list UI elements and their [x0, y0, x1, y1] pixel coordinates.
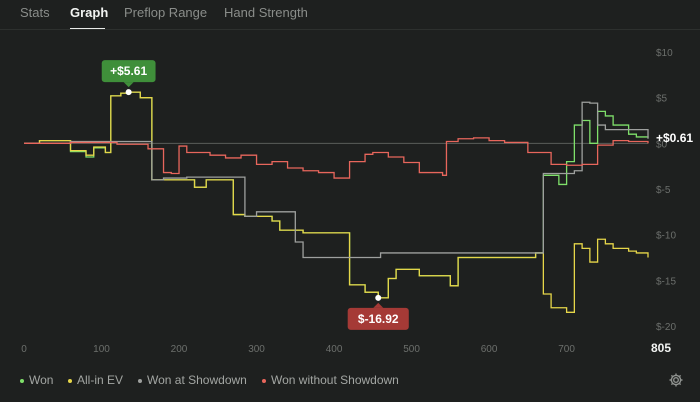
- x-tick-label: 0: [21, 344, 27, 355]
- series-lines: [24, 91, 649, 313]
- legend-dot: [138, 378, 142, 383]
- annotation-dot: [375, 294, 382, 301]
- tab-hand-strength[interactable]: Hand Strength: [224, 5, 308, 20]
- tab-graph[interactable]: Graph: [70, 5, 109, 20]
- peak-callout: [101, 60, 156, 83]
- legend-won[interactable]: Won: [20, 373, 53, 387]
- tab-bar: Stats Graph Preflop Range Hand Strength: [0, 0, 700, 30]
- x-tick-label: 700: [558, 344, 575, 355]
- trough-callout: [347, 307, 409, 330]
- gear-icon[interactable]: [668, 372, 684, 388]
- legend-dot: [262, 378, 266, 383]
- y-tick-label: $-20: [656, 322, 676, 333]
- current-value-label: +$0.61: [656, 131, 693, 145]
- legend-won-without-showdown[interactable]: Won without Showdown: [262, 373, 399, 387]
- callout-pointer: [123, 82, 134, 88]
- series-line-won: [24, 91, 649, 299]
- tab-preflop-range[interactable]: Preflop Range: [124, 5, 208, 20]
- y-tick-label: $-10: [656, 231, 676, 242]
- y-tick-label: $-15: [656, 276, 676, 287]
- annotation-label: $-16.92: [358, 312, 399, 326]
- series-line-all-in-ev: [24, 91, 649, 313]
- legend-dot: [20, 378, 24, 383]
- x-tick-label: 300: [248, 344, 265, 355]
- tab-stats[interactable]: Stats: [20, 5, 50, 20]
- x-tick-label: 600: [481, 344, 498, 355]
- y-axis: $10 $5 $0 $-5 $-10 $-15 $-20: [656, 48, 676, 333]
- y-tick-label: $-5: [656, 185, 671, 196]
- series-line-won-without-showdown: [24, 137, 649, 179]
- legend-dot: [68, 378, 72, 383]
- annotation-label: +$5.61: [110, 64, 147, 78]
- x-tick-label: 200: [171, 344, 188, 355]
- x-tick-label: 500: [403, 344, 420, 355]
- callout-pointer: [373, 302, 384, 308]
- legend: Won All-in EV Won at Showdown Won withou…: [0, 370, 700, 392]
- tab-divider: [0, 29, 700, 30]
- series-line-won-at-showdown: [24, 101, 649, 259]
- legend-all-in-ev[interactable]: All-in EV: [68, 373, 123, 387]
- x-axis: 0 100 200 300 400 500 600 700 805: [21, 341, 671, 355]
- x-tick-label: 100: [93, 344, 110, 355]
- annotations: +$5.61 $-16.92: [101, 60, 409, 330]
- x-tick-label: 400: [326, 344, 343, 355]
- annotation-dot: [125, 89, 132, 96]
- y-tick-label: $0: [656, 139, 668, 150]
- y-tick-label: $10: [656, 48, 673, 59]
- x-tick-label: 805: [651, 341, 671, 355]
- legend-won-at-showdown[interactable]: Won at Showdown: [138, 373, 247, 387]
- y-tick-label: $5: [656, 94, 668, 105]
- results-graph: $10 $5 $0 $-5 $-10 $-15 $-20 0 100 200 300 400 500 6…: [21, 48, 693, 355]
